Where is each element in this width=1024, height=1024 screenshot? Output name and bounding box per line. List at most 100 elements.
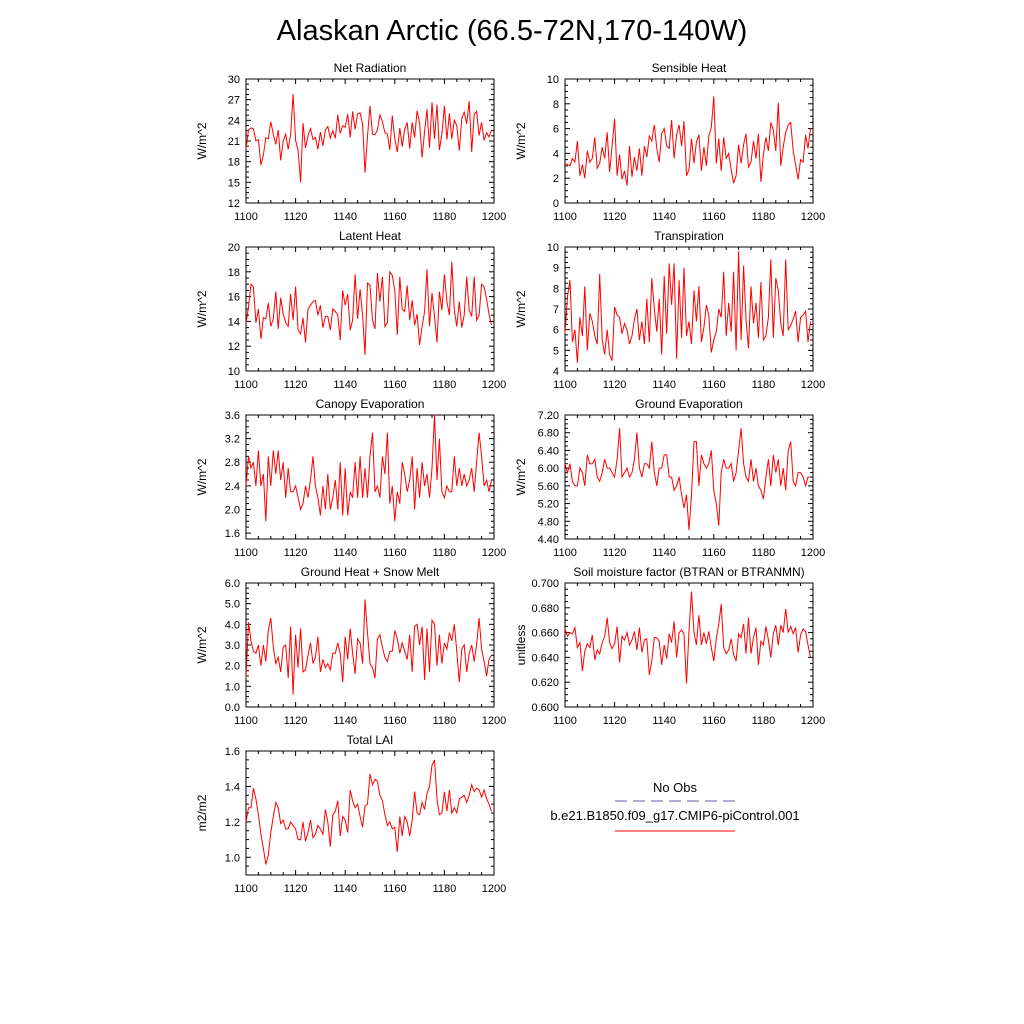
x-tick-label: 1180 <box>433 715 457 727</box>
legend-model-label: b.e21.B1850.f09_g17.CMIP6-piControl.001 <box>550 808 799 823</box>
x-tick-label: 1100 <box>234 379 258 391</box>
y-tick-label: 10 <box>547 74 559 86</box>
y-tick-label: 1.6 <box>225 746 240 758</box>
x-tick-label: 1200 <box>801 379 825 391</box>
x-tick-label: 1140 <box>333 211 357 223</box>
y-tick-label: 7 <box>553 304 559 316</box>
y-tick-label: 5.60 <box>538 481 559 493</box>
y-tick-label: 20 <box>228 242 240 254</box>
x-tick-label: 1120 <box>603 547 627 559</box>
x-tick-label: 1180 <box>433 547 457 559</box>
x-tick-label: 1160 <box>383 883 407 895</box>
series-line <box>245 599 492 695</box>
y-tick-label: 3.2 <box>225 434 240 446</box>
x-tick-label: 1200 <box>482 211 506 223</box>
figure-title: Alaskan Arctic (66.5-72N,170-140W) <box>277 15 748 47</box>
y-tick-label: 16 <box>228 292 240 304</box>
panel-title: Ground Evaporation <box>635 397 742 411</box>
y-tick-label: 21 <box>228 136 240 148</box>
y-tick-label: 5.0 <box>225 599 240 611</box>
series-line <box>245 94 492 183</box>
y-tick-label: 15 <box>228 177 240 189</box>
x-tick-label: 1140 <box>652 211 676 223</box>
y-tick-label: 24 <box>228 115 240 127</box>
y-tick-label: 1.6 <box>225 528 240 540</box>
y-tick-label: 0.620 <box>531 677 559 689</box>
x-tick-label: 1160 <box>383 715 407 727</box>
x-tick-label: 1200 <box>482 379 506 391</box>
chart-panel: Ground Heat + Snow Melt 1100 1120 1140 1160 1… <box>195 565 506 727</box>
y-tick-label: 9 <box>553 263 559 275</box>
y-tick-label: 12 <box>228 198 240 210</box>
x-tick-label: 1160 <box>702 715 726 727</box>
x-tick-label: 1200 <box>801 547 825 559</box>
x-tick-label: 1160 <box>702 211 726 223</box>
panel-title: Total LAI <box>347 733 394 747</box>
series-line <box>245 414 492 522</box>
panel-title: Soil moisture factor (BTRAN or BTRANMN) <box>573 565 804 579</box>
x-tick-label: 1140 <box>652 715 676 727</box>
y-tick-label: 4.0 <box>225 619 240 631</box>
x-tick-label: 1140 <box>652 547 676 559</box>
y-tick-label: 0.700 <box>531 578 559 590</box>
y-tick-label: 5.20 <box>538 499 559 511</box>
series-line <box>564 428 811 531</box>
y-tick-label: 18 <box>228 267 240 279</box>
x-tick-label: 1100 <box>553 211 577 223</box>
y-tick-label: 2.0 <box>225 504 240 516</box>
y-tick-label: 2.8 <box>225 457 240 469</box>
x-tick-label: 1180 <box>433 883 457 895</box>
x-tick-label: 1200 <box>482 715 506 727</box>
series-line <box>245 759 492 865</box>
y-tick-label: 4 <box>553 148 559 160</box>
y-tick-label: 0.640 <box>531 652 559 664</box>
y-tick-label: 6.0 <box>225 578 240 590</box>
panel-title: Ground Heat + Snow Melt <box>301 565 440 579</box>
y-tick-label: 1.0 <box>225 852 240 864</box>
plot-frame <box>245 582 495 708</box>
series-line <box>564 96 811 186</box>
series-line <box>245 261 492 355</box>
chart-panel: Ground Evaporation 1100 1120 1140 1160 1180 12… <box>514 397 825 559</box>
panel-title: Net Radiation <box>334 61 407 75</box>
x-tick-label: 1200 <box>482 883 506 895</box>
y-axis-label: m2/m2 <box>195 794 209 831</box>
series-line <box>564 591 811 684</box>
x-tick-label: 1120 <box>603 379 627 391</box>
y-tick-label: 4 <box>553 366 559 378</box>
legend: No Obs b.e21.B1850.f09_g17.CMIP6-piContr… <box>550 780 800 832</box>
x-tick-label: 1100 <box>553 547 577 559</box>
panel-title: Canopy Evaporation <box>316 397 425 411</box>
y-tick-label: 18 <box>228 157 240 169</box>
y-tick-label: 8 <box>553 99 559 111</box>
y-axis-label: W/m^2 <box>514 122 528 159</box>
y-tick-label: 6.40 <box>538 445 559 457</box>
chart-panel: Soil moisture factor (BTRAN or BTRANMN) 1… <box>514 565 825 727</box>
y-tick-label: 27 <box>228 95 240 107</box>
chart-panel: Canopy Evaporation 1100 1120 1140 1160 1180 12… <box>195 397 506 559</box>
y-axis-label: W/m^2 <box>195 458 209 495</box>
y-tick-label: 1.4 <box>225 781 240 793</box>
y-tick-label: 1.0 <box>225 681 240 693</box>
plot-frame <box>245 246 495 372</box>
x-tick-label: 1160 <box>702 379 726 391</box>
y-tick-label: 7.20 <box>538 410 559 422</box>
x-tick-label: 1100 <box>234 883 258 895</box>
y-axis-label: W/m^2 <box>514 458 528 495</box>
plot-frame <box>564 246 814 372</box>
y-tick-label: 6 <box>553 325 559 337</box>
x-tick-label: 1100 <box>553 379 577 391</box>
x-tick-label: 1100 <box>234 211 258 223</box>
x-tick-label: 1180 <box>752 379 776 391</box>
x-tick-label: 1140 <box>652 379 676 391</box>
x-tick-label: 1200 <box>801 715 825 727</box>
x-tick-label: 1100 <box>234 715 258 727</box>
panel-title: Latent Heat <box>339 229 402 243</box>
plot-frame <box>245 414 495 540</box>
x-tick-label: 1120 <box>284 883 308 895</box>
x-tick-label: 1120 <box>284 547 308 559</box>
x-tick-label: 1120 <box>603 715 627 727</box>
x-tick-label: 1120 <box>284 379 308 391</box>
series-line <box>564 251 811 363</box>
